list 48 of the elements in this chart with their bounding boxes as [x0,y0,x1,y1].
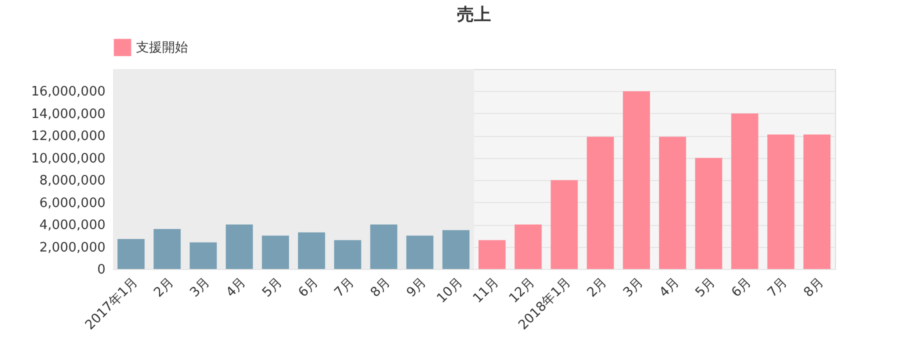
x-tick-label: 6月 [728,274,755,300]
bar [154,229,181,269]
bar [767,134,794,269]
x-tick-label: 8月 [801,274,827,300]
x-tick-label: 4月 [656,274,682,300]
x-tick-label: 5月 [692,274,719,300]
bar [695,158,722,269]
legend-label: 支援開始 [136,40,188,56]
bar [370,224,398,269]
y-tick-label: 6,000,000 [39,196,106,211]
chart-title: 売上 [457,5,491,25]
y-tick-label: 16,000,000 [31,84,106,100]
bar [803,134,830,269]
x-tick-label: 4月 [224,274,250,300]
y-tick-label: 8,000,000 [39,174,106,189]
x-tick-label: 7月 [765,274,791,300]
x-tick-label: 11月 [470,274,502,306]
bar [226,224,253,269]
bar [586,136,614,269]
y-tick-label: 12,000,000 [31,129,106,144]
bar [622,91,650,269]
x-tick-label: 2月 [151,274,178,300]
x-tick-label: 10月 [434,274,466,306]
x-tick-label: 2月 [584,274,610,300]
bar [298,232,326,269]
bar [334,240,362,269]
bar [118,239,145,269]
bar [514,224,542,269]
y-tick-label: 14,000,000 [31,106,106,122]
y-tick-label: 0 [97,262,106,278]
x-tick-label: 8月 [368,274,394,300]
bar [478,240,506,269]
x-tick-label: 7月 [332,274,358,300]
x-tick-label: 3月 [187,274,214,300]
x-tick-label: 6月 [296,274,322,300]
bar [190,242,217,269]
x-tick-label: 3月 [620,274,646,300]
bar [442,230,470,269]
x-tick-label: 9月 [404,274,430,300]
bar [550,180,578,269]
y-tick-label: 10,000,000 [31,151,106,166]
y-tick-label: 2,000,000 [39,240,106,256]
bar [262,236,289,269]
bar [659,136,686,269]
bar [406,236,434,269]
x-tick-label: 5月 [260,274,286,300]
bar [731,113,758,269]
y-tick-label: 4,000,000 [39,218,106,234]
